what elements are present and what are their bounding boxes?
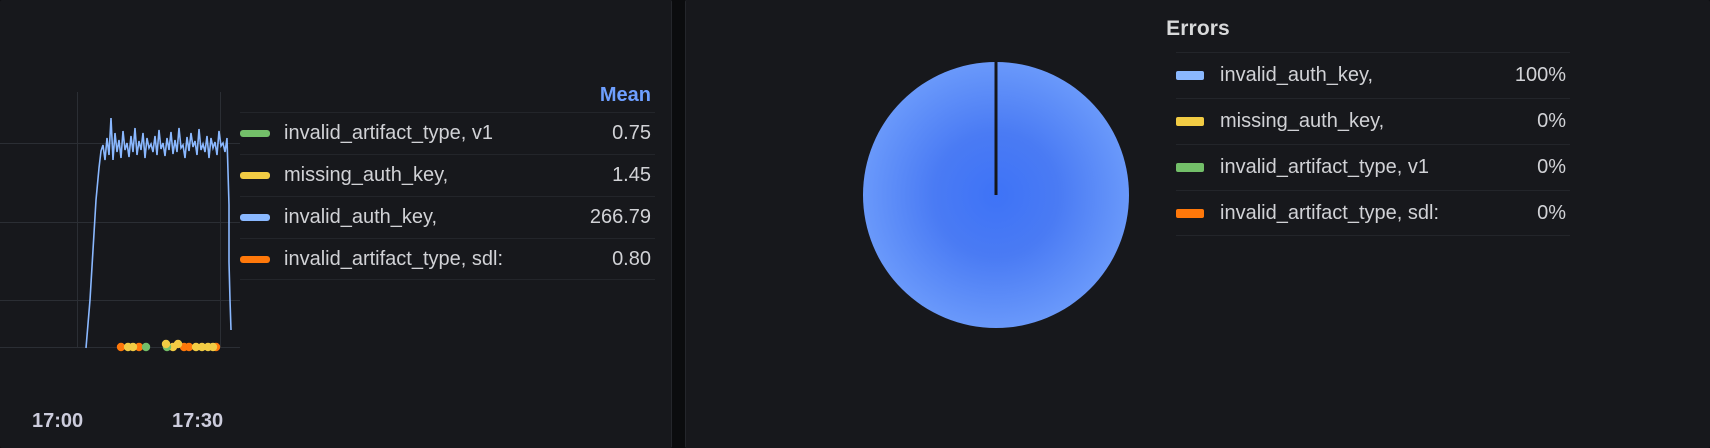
legend-item[interactable]: invalid_auth_key, 100% — [1176, 52, 1570, 98]
series-color-swatch[interactable] — [240, 130, 270, 137]
legend-item[interactable]: invalid_auth_key, 266.79 — [240, 196, 655, 238]
legend-item-mean: 266.79 — [589, 206, 651, 228]
timeseries-legend: Mean invalid_artifact_type, v1 0.75 miss… — [240, 0, 671, 448]
legend-item-percent: 0% — [1537, 156, 1566, 178]
x-tick-label: 17:30 — [172, 410, 224, 432]
legend-column-mean[interactable]: Mean — [599, 83, 651, 106]
legend-header-row: Mean — [240, 78, 655, 112]
legend-rows: invalid_artifact_type, v1 0.75 missing_a… — [240, 112, 655, 280]
legend-item-label: invalid_artifact_type, v1 — [1220, 156, 1430, 178]
errors-piechart-panel: Errors i — [685, 0, 1710, 448]
legend-item-percent: 100% — [1514, 64, 1566, 86]
gridlines — [0, 92, 240, 348]
series-color-swatch[interactable] — [1176, 163, 1204, 172]
legend-item[interactable]: invalid_artifact_type, sdl: 0.80 — [240, 238, 655, 280]
legend-item-label: missing_auth_key, — [284, 164, 449, 186]
legend-item-label: missing_auth_key, — [1220, 110, 1385, 132]
legend-item[interactable]: missing_auth_key, 1.45 — [240, 154, 655, 196]
series-color-swatch[interactable] — [1176, 117, 1204, 126]
legend-item-label: invalid_auth_key, — [284, 206, 438, 228]
timeseries-panel: 17:00 17:30 Mean invalid_artifact_type, … — [0, 0, 672, 448]
legend-item-mean: 0.75 — [612, 122, 651, 144]
legend-item-label: invalid_artifact_type, sdl: — [284, 247, 504, 270]
legend-item-label: invalid_artifact_type, v1 — [284, 122, 494, 144]
timeseries-svg — [0, 92, 240, 352]
pie-chart[interactable] — [863, 62, 1129, 328]
pie-chart-area — [686, 52, 1166, 448]
legend-item[interactable]: invalid_artifact_type, v1 0.75 — [240, 112, 655, 154]
piechart-legend: invalid_auth_key, 100% missing_auth_key,… — [1176, 52, 1616, 236]
legend-item[interactable]: missing_auth_key, 0% — [1176, 98, 1570, 144]
legend-item-mean: 0.80 — [612, 247, 651, 270]
legend-item-mean: 1.45 — [612, 164, 651, 186]
series-color-swatch[interactable] — [240, 214, 270, 221]
legend-item-label: invalid_auth_key, — [1220, 64, 1374, 86]
series-color-swatch[interactable] — [1176, 208, 1204, 218]
legend-item[interactable]: invalid_artifact_type, v1 0% — [1176, 144, 1570, 190]
series-color-swatch[interactable] — [240, 255, 270, 263]
series-invalid-auth-key — [85, 117, 232, 349]
legend-item-label: invalid_artifact_type, sdl: — [1220, 201, 1440, 224]
series-color-swatch[interactable] — [1176, 71, 1204, 80]
panel-title: Errors — [1166, 17, 1230, 40]
x-axis: 17:00 17:30 — [0, 410, 240, 436]
timeseries-plot[interactable]: 17:00 17:30 — [0, 0, 240, 448]
legend-item[interactable]: invalid_artifact_type, sdl: 0% — [1176, 190, 1570, 236]
x-tick-label: 17:00 — [32, 410, 84, 432]
series-color-swatch[interactable] — [240, 172, 270, 179]
series-markers — [116, 339, 221, 352]
legend-item-percent: 0% — [1537, 110, 1566, 132]
legend-item-percent: 0% — [1537, 201, 1566, 224]
